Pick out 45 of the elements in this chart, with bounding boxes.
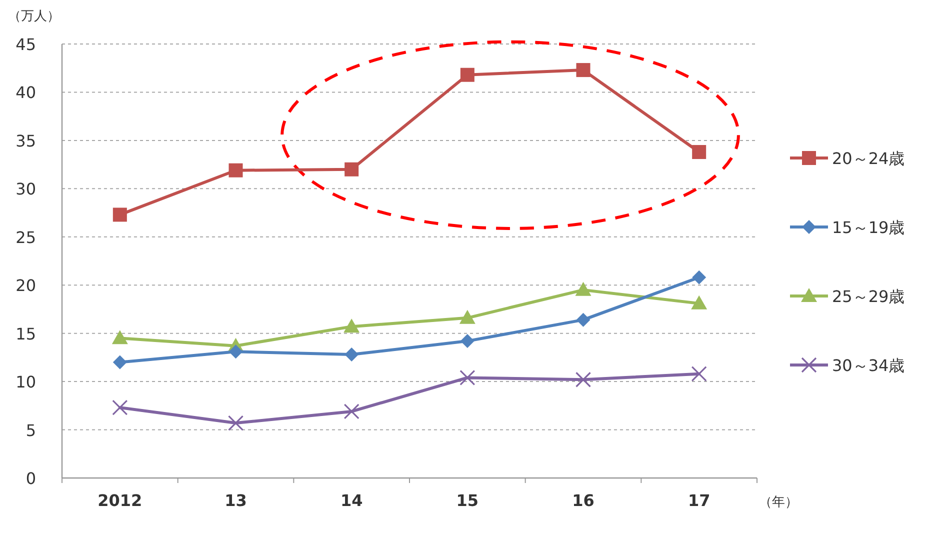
point xyxy=(576,312,590,327)
x-tick-label: 13 xyxy=(224,491,247,510)
x-tick-label: 17 xyxy=(688,491,710,510)
legend-label: 15～19歳 xyxy=(832,218,905,237)
legend-label: 20～24歳 xyxy=(832,149,905,168)
point xyxy=(112,208,127,222)
point xyxy=(460,334,474,348)
y-tick-label: 35 xyxy=(16,131,36,150)
y-tick-label: 0 xyxy=(26,469,36,488)
point xyxy=(460,370,476,386)
point xyxy=(459,310,476,324)
point xyxy=(344,348,359,362)
point xyxy=(228,415,244,431)
point xyxy=(691,366,707,382)
x-tick-label: 2012 xyxy=(98,491,142,510)
y-tick-label: 40 xyxy=(16,83,36,102)
point xyxy=(344,162,359,176)
legend-label: 30～34歳 xyxy=(832,356,905,375)
point xyxy=(228,344,243,359)
point xyxy=(344,318,360,333)
point xyxy=(228,163,243,178)
y-tick-label: 15 xyxy=(16,324,36,344)
point xyxy=(460,68,474,82)
point xyxy=(112,400,128,416)
point xyxy=(576,63,590,78)
point xyxy=(692,145,706,160)
y-tick-label: 30 xyxy=(16,180,36,199)
y-tick-label: 20 xyxy=(16,276,36,296)
point xyxy=(112,330,128,344)
x-tick-label: 14 xyxy=(340,491,363,510)
point xyxy=(344,404,360,420)
x-tick-label: 15 xyxy=(456,491,479,510)
x-axis-title: （年） xyxy=(759,495,798,510)
legend-label: 25～29歳 xyxy=(832,287,905,306)
point xyxy=(575,372,592,388)
y-axis-title: （万人） xyxy=(8,9,60,24)
y-tick-label: 25 xyxy=(16,228,36,247)
point xyxy=(691,295,708,310)
y-tick-label: 5 xyxy=(26,420,36,440)
x-tick-label: 16 xyxy=(572,491,594,510)
y-tick-label: 45 xyxy=(16,35,36,54)
point xyxy=(575,282,592,296)
point xyxy=(692,270,706,284)
point xyxy=(112,355,127,370)
y-tick-label: 10 xyxy=(16,372,36,392)
